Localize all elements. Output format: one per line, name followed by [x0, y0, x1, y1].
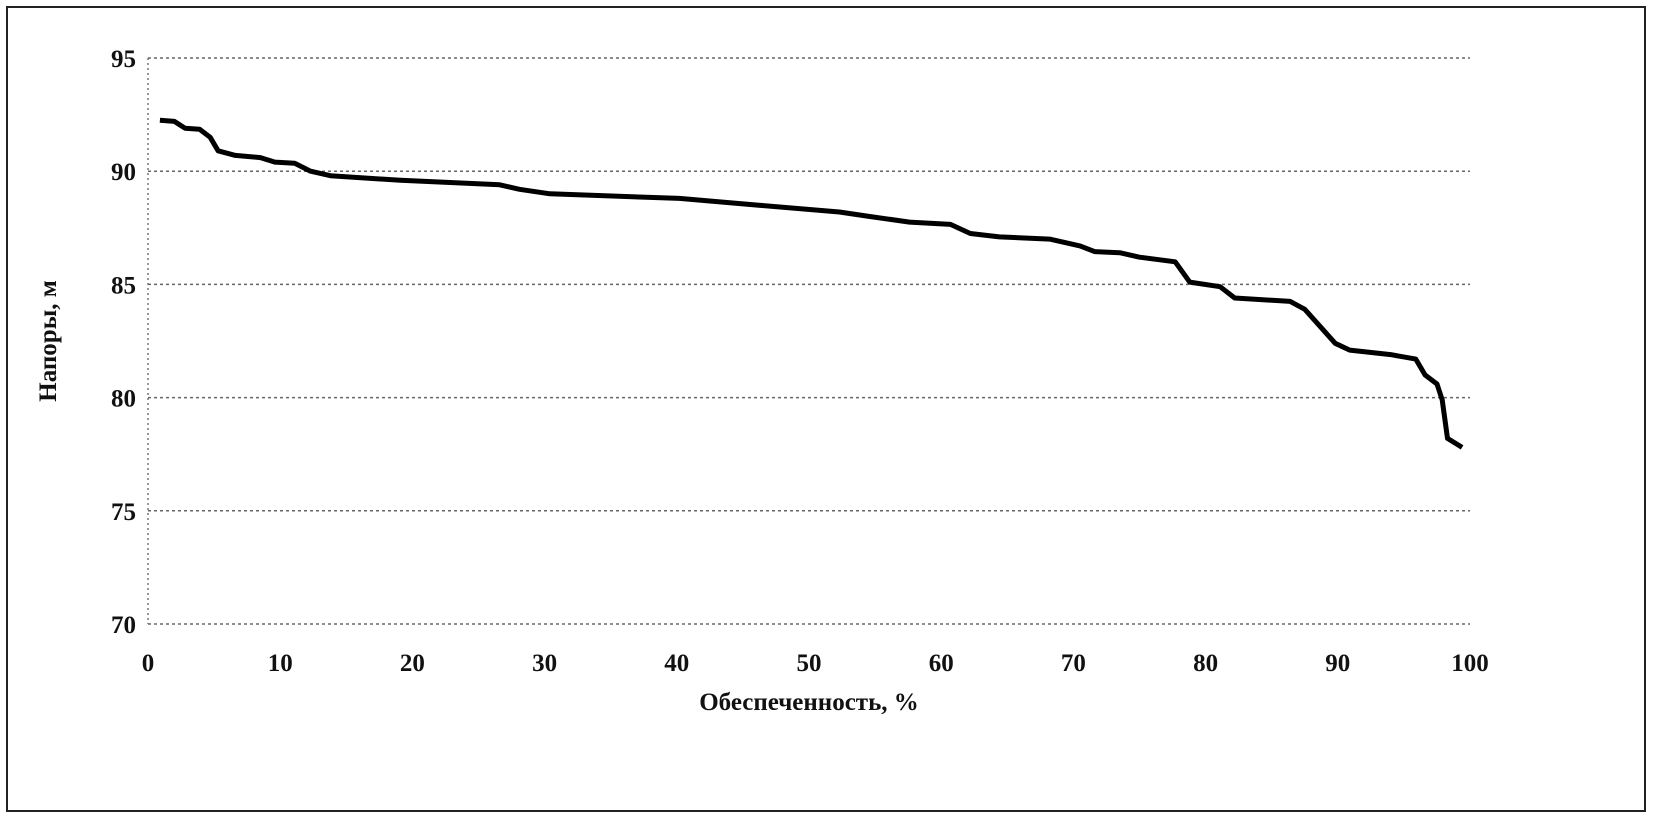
x-tick-label: 50 [797, 650, 822, 677]
y-tick-label: 85 [111, 272, 136, 299]
y-tick-label: 80 [111, 386, 136, 413]
x-axis-label: Обеспеченность, % [699, 689, 919, 716]
series-line [159, 117, 1464, 450]
x-tick-label: 20 [400, 650, 425, 677]
y-axis-label: Напоры, м [35, 280, 62, 401]
x-tick-label: 90 [1325, 650, 1350, 677]
y-tick-label: 95 [111, 46, 136, 73]
x-tick-label: 70 [1061, 650, 1086, 677]
x-tick-label: 10 [268, 650, 293, 677]
x-tick-label: 40 [664, 650, 689, 677]
x-tick-label: 60 [929, 650, 954, 677]
chart-frame [6, 6, 1646, 812]
x-tick-label: 30 [532, 650, 557, 677]
y-tick-label: 75 [111, 499, 136, 526]
y-tick-label: 90 [111, 159, 136, 186]
x-tick-label: 100 [1451, 650, 1489, 677]
x-tick-label: 80 [1193, 650, 1218, 677]
y-tick-label: 70 [111, 612, 136, 639]
x-tick-label: 0 [142, 650, 155, 677]
